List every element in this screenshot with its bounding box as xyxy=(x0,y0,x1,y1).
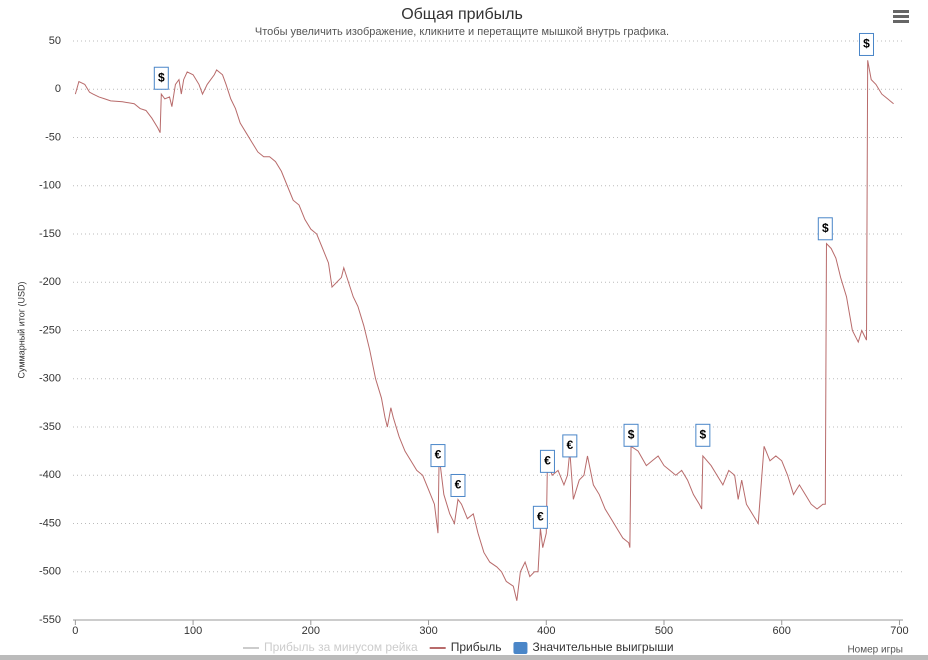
y-tick-label: -350 xyxy=(39,421,61,433)
y-tick-label: -500 xyxy=(39,566,61,578)
flag-box xyxy=(450,473,466,497)
y-tick-label: -150 xyxy=(39,228,61,240)
x-tick-label: 200 xyxy=(302,625,320,637)
y-tick-label: -300 xyxy=(39,373,61,385)
legend-label: Прибыль xyxy=(451,640,502,654)
y-tick-label: -550 xyxy=(39,614,61,626)
flag: € xyxy=(562,434,578,458)
x-tick-label: 300 xyxy=(419,625,437,637)
y-tick-label: -400 xyxy=(39,469,61,481)
flag: $ xyxy=(859,32,875,56)
chart-title: Общая прибыль xyxy=(401,6,523,23)
legend-label: Прибыль за минусом рейка xyxy=(264,640,418,654)
menu-bar xyxy=(893,10,909,13)
chart-subtitle: Чтобы увеличить изображение, кликните и … xyxy=(255,26,669,38)
flag-label: € xyxy=(566,438,573,452)
flag-box xyxy=(562,434,578,458)
x-axis-label: Номер игры xyxy=(847,645,903,656)
flag-label: € xyxy=(537,509,544,523)
flag-box xyxy=(859,32,875,56)
legend-label: Значительные выигрыши xyxy=(532,640,673,654)
menu-bar xyxy=(893,15,909,18)
y-tick-label: -200 xyxy=(39,276,61,288)
flag: $ xyxy=(817,217,833,241)
y-tick-label: -450 xyxy=(39,517,61,529)
flag-box xyxy=(539,449,555,473)
flag: € xyxy=(539,449,555,473)
flag-label: € xyxy=(544,454,551,468)
y-tick-label: -100 xyxy=(39,180,61,192)
flag-box xyxy=(532,505,548,529)
legend-swatch xyxy=(513,642,528,654)
flag: $ xyxy=(695,423,711,447)
flag-box xyxy=(695,423,711,447)
x-tick-label: 500 xyxy=(655,625,673,637)
x-tick-label: 100 xyxy=(184,625,202,637)
flag-box xyxy=(153,66,169,90)
flag-label: $ xyxy=(863,37,870,51)
flag-label: $ xyxy=(700,427,707,441)
x-tick-label: 400 xyxy=(537,625,555,637)
flag: € xyxy=(430,444,446,468)
flag-label: € xyxy=(455,478,462,492)
y-axis-label: Суммарный итог (USD) xyxy=(16,281,26,378)
flag: € xyxy=(450,473,466,497)
flag-label: $ xyxy=(628,427,635,441)
flag: € xyxy=(532,505,548,529)
y-tick-label: -250 xyxy=(39,324,61,336)
x-tick-label: 0 xyxy=(72,625,78,637)
menu-bar xyxy=(893,20,909,23)
flag-label: $ xyxy=(158,70,165,84)
flag-box xyxy=(817,217,833,241)
x-tick-label: 700 xyxy=(890,625,908,637)
flag: $ xyxy=(623,423,639,447)
y-tick-label: 0 xyxy=(55,83,61,95)
profit-line xyxy=(74,60,894,601)
x-tick-label: 600 xyxy=(773,625,791,637)
menu-button[interactable] xyxy=(893,10,909,23)
flag-label: $ xyxy=(822,221,829,235)
y-tick-label: 50 xyxy=(49,35,61,47)
flag-box xyxy=(623,423,639,447)
flag: $ xyxy=(153,66,169,90)
flag-box xyxy=(430,444,446,468)
y-tick-label: -50 xyxy=(45,131,61,143)
flag-label: € xyxy=(435,448,442,462)
scrollbar xyxy=(0,655,928,660)
